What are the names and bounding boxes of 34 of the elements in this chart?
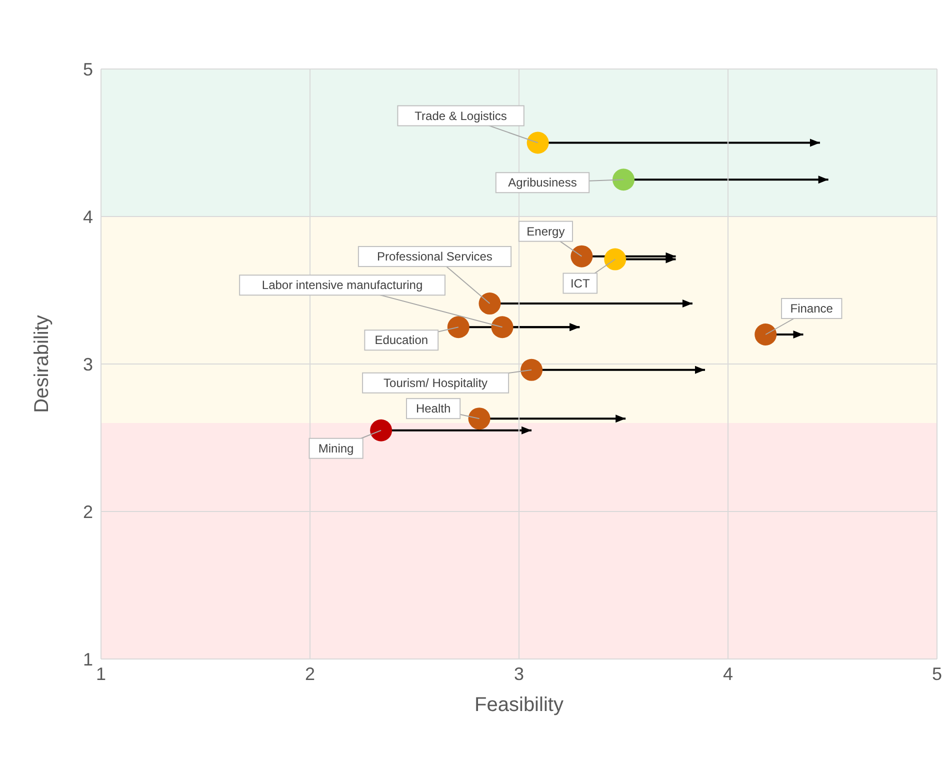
point — [754, 324, 777, 346]
y-tick-label: 1 — [82, 649, 93, 670]
point — [612, 168, 634, 191]
annotation: Professional Services — [377, 250, 492, 264]
annotation: Finance — [790, 302, 834, 316]
point — [370, 419, 392, 442]
x-tick-label: 3 — [514, 664, 524, 684]
x-tick-label: 4 — [722, 664, 734, 684]
x-tick-label: 2 — [304, 664, 316, 684]
y-tick-label: 3 — [82, 354, 93, 374]
point — [520, 358, 543, 381]
point — [491, 316, 514, 338]
point — [570, 245, 593, 268]
annotation: Trade & Logistics — [414, 108, 507, 123]
y-tick-label: 5 — [82, 59, 93, 80]
annotation: Energy — [526, 224, 565, 238]
x-tick-label: 1 — [96, 664, 106, 684]
point — [604, 248, 626, 270]
point — [526, 132, 549, 154]
y-tick-label: 4 — [82, 206, 93, 227]
annotation: Tourism/ Hospitality — [384, 376, 488, 390]
annotation: Health — [416, 402, 451, 416]
annotation: ICT — [570, 276, 590, 290]
x-tick-label: 5 — [932, 664, 942, 684]
point — [468, 408, 490, 430]
annotation: Education — [374, 333, 428, 348]
point — [447, 316, 470, 338]
y-axis-title: Desirability — [31, 315, 54, 413]
annotation: Agribusiness — [508, 176, 577, 190]
annotation: Mining — [318, 441, 354, 456]
point — [478, 292, 501, 315]
x-axis-title: Feasibility — [474, 694, 564, 716]
annotation: Labor intensive manufacturing — [262, 278, 423, 292]
y-tick-label: 2 — [82, 502, 93, 522]
